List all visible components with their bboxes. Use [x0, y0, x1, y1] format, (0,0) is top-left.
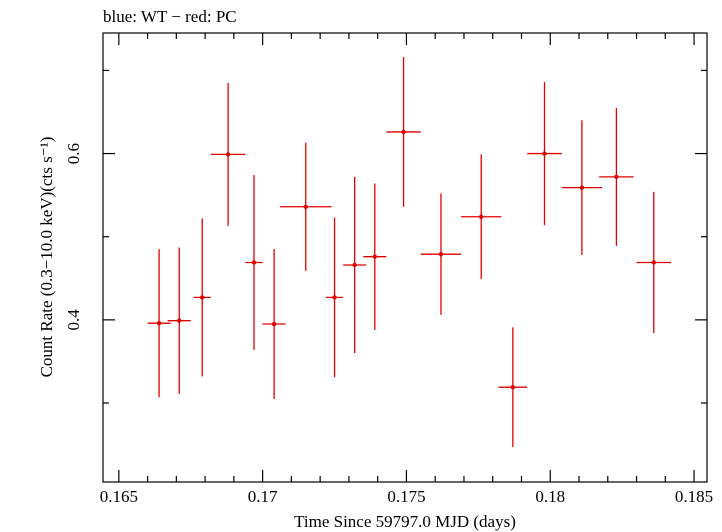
data-point	[156, 320, 162, 326]
x-axis-ticks	[118, 33, 695, 482]
data-point-group	[245, 175, 263, 350]
data-point	[372, 254, 377, 259]
data-point	[271, 321, 277, 327]
data-point-group	[527, 82, 562, 226]
data-point-group	[147, 249, 171, 398]
data-point-group	[363, 183, 387, 330]
data-point	[510, 385, 516, 390]
x-axis-label: Time Since 59797.0 MJD (days)	[294, 512, 516, 531]
data-point-group	[193, 218, 211, 377]
data-point	[251, 260, 257, 265]
data-point	[352, 262, 357, 268]
data-point-group	[420, 193, 462, 315]
y-tick-label: 0.6	[64, 143, 83, 164]
data-point-group	[167, 247, 191, 394]
data-points	[147, 57, 672, 448]
y-axis-tick-labels: 0.4 0.6	[64, 143, 83, 331]
chart-title: blue: WT − red: PC	[103, 7, 237, 26]
data-point	[438, 251, 444, 257]
x-tick-label: 0.185	[675, 487, 713, 506]
data-point-group	[561, 120, 603, 256]
x-tick-label: 0.18	[535, 487, 565, 506]
data-point-group	[636, 191, 672, 334]
plot-frame	[102, 32, 708, 483]
data-point	[200, 295, 205, 300]
x-tick-label: 0.165	[100, 487, 138, 506]
data-point	[177, 318, 182, 323]
data-point-group	[386, 57, 421, 207]
data-point-group	[599, 107, 634, 246]
data-point-group	[498, 327, 528, 448]
data-point	[401, 129, 406, 135]
data-point	[614, 174, 619, 180]
y-axis-label: Count Rate (0.3−10.0 keV)(cts s⁻¹)	[37, 137, 56, 378]
data-point-group	[262, 249, 286, 399]
data-point	[579, 185, 585, 190]
data-point-group	[461, 154, 502, 280]
y-tick-label: 0.4	[64, 309, 83, 331]
data-point	[332, 295, 337, 300]
data-point-group	[279, 142, 332, 271]
data-point-group	[210, 82, 246, 226]
x-tick-label: 0.175	[387, 487, 425, 506]
data-point-group	[325, 217, 344, 378]
data-point	[303, 204, 308, 209]
data-point	[225, 152, 231, 157]
x-axis-tick-labels: 0.165 0.17 0.175 0.18 0.185	[100, 487, 713, 506]
data-point	[542, 151, 547, 156]
data-point	[479, 214, 484, 219]
data-point	[651, 260, 656, 265]
y-axis-ticks	[103, 69, 707, 404]
x-tick-label: 0.17	[248, 487, 278, 506]
data-point-group	[343, 176, 367, 354]
